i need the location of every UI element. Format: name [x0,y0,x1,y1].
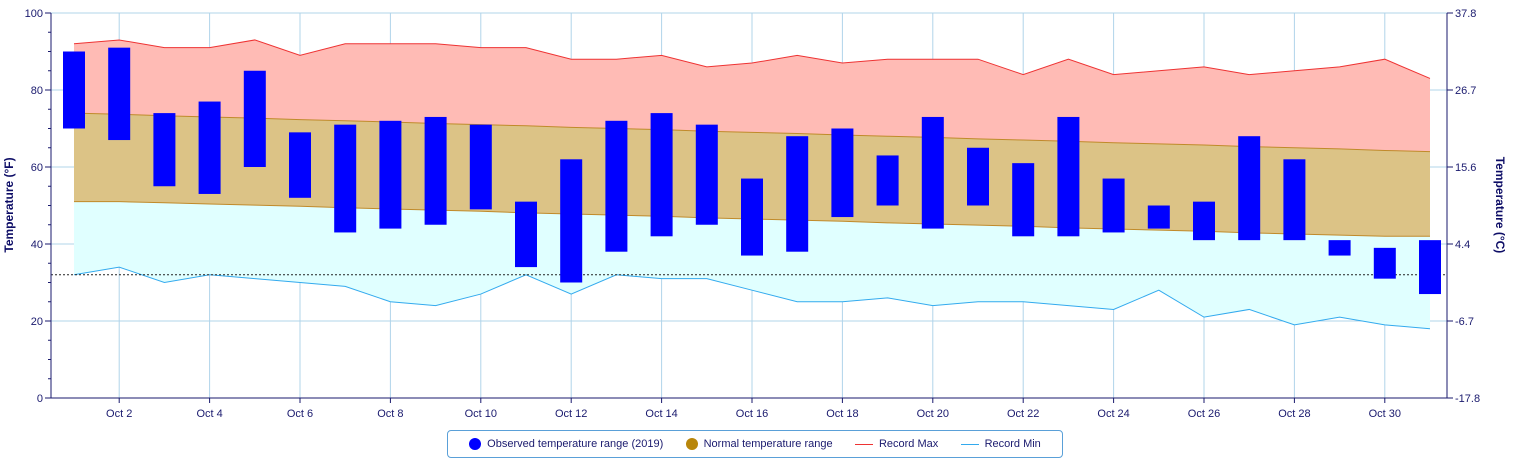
observed-swatch-icon [469,438,482,450]
legend-label-record-max: Record Max [878,438,939,450]
observed-bar [289,132,311,198]
legend-label-normal: Normal temperature range [703,438,833,450]
x-tick-label: Oct 20 [917,408,949,420]
x-tick-label: Oct 10 [465,408,497,420]
record-max-swatch-icon [854,443,873,445]
y-tick-label-left: 20 [31,316,43,328]
legend-label-observed: Observed temperature range (2019) [487,438,664,450]
observed-bar [153,113,176,187]
observed-bar [1373,247,1396,279]
y-tick-label-right: -6.7 [1455,316,1474,328]
observed-bar [560,159,583,283]
y-tick-label-left: 80 [31,85,43,97]
observed-bars [63,47,1441,295]
x-tick-label: Oct 24 [1097,408,1129,420]
observed-bar [334,124,357,233]
legend: Observed temperature range (2019) Normal… [447,430,1063,458]
observed-bar [1102,178,1125,233]
observed-bar [63,51,85,129]
y-axis-right-title: Temperature (°C) [1493,157,1507,254]
y-tick-label-left: 0 [37,393,43,405]
legend-item-normal[interactable]: Normal temperature range [685,438,833,450]
record-min-line [73,266,1431,330]
observed-bar [1147,205,1170,229]
observed-bar [695,124,718,225]
observed-bar [379,120,402,229]
observed-bar [1419,240,1441,295]
observed-bar [469,124,492,210]
observed-bar [1193,201,1215,241]
record-high-area [74,39,1430,152]
observed-bar [1057,116,1080,237]
observed-bar [1283,159,1306,241]
observed-bar [921,116,944,229]
y-tick-label-right: 4.4 [1455,239,1470,251]
observed-bar [741,178,763,256]
legend-item-record-max[interactable]: Record Max [854,438,939,450]
record-low-area [74,201,1430,329]
observed-bar [108,47,131,141]
axes: 0 20 40 60 80 100 -17.8 -6.7 4.4 15.6 26.7 37.8 Oct … [25,8,1480,420]
x-tick-label: Oct 16 [736,408,768,420]
x-tick-label: Oct 2 [106,408,132,420]
record-min-swatch-icon [960,443,979,445]
legend-item-observed[interactable]: Observed temperature range (2019) [469,438,663,450]
x-tick-label: Oct 22 [1007,408,1039,420]
y-tick-label-right: 15.6 [1455,162,1476,174]
observed-bar [876,155,899,206]
observed-bar [831,128,854,218]
x-tick-label: Oct 8 [377,408,403,420]
y-tick-label-right: -17.8 [1455,393,1480,405]
observed-bar [515,201,537,268]
observed-bar [1328,240,1351,256]
observed-bar [243,70,266,167]
observed-bar [1238,136,1261,241]
normal-swatch-icon [685,438,698,450]
x-tick-label: Oct 28 [1278,408,1310,420]
temperature-chart: 0 20 40 60 80 100 -17.8 -6.7 4.4 15.6 26.7 37.8 Oct … [2,8,1507,420]
observed-bar [650,113,673,237]
y-tick-label-right: 26.7 [1455,85,1476,97]
legend-item-record-min[interactable]: Record Min [960,438,1041,450]
x-tick-label: Oct 12 [555,408,587,420]
observed-bar [967,147,989,206]
normal-high-line [73,112,1431,153]
y-axis-left-title: Temperature (°F) [2,157,16,252]
range-areas [74,39,1430,329]
x-tick-label: Oct 14 [645,408,677,420]
x-tick-label: Oct 6 [287,408,313,420]
x-tick-label: Oct 30 [1369,408,1401,420]
record-max-line [73,39,1431,79]
y-tick-label-left: 60 [31,162,43,174]
observed-bar [605,120,628,252]
normal-range-area [74,113,1430,237]
x-tick-label: Oct 18 [826,408,858,420]
legend-label-record-min: Record Min [984,438,1041,450]
y-tick-label-left: 40 [31,239,43,251]
x-tick-label: Oct 26 [1188,408,1220,420]
observed-bar [198,101,221,194]
y-tick-label-right: 37.8 [1455,8,1476,20]
observed-bar [424,116,447,225]
x-tick-label: Oct 4 [196,408,222,420]
y-tick-label-left: 100 [25,8,43,20]
observed-bar [786,136,809,252]
observed-bar [1012,163,1035,237]
